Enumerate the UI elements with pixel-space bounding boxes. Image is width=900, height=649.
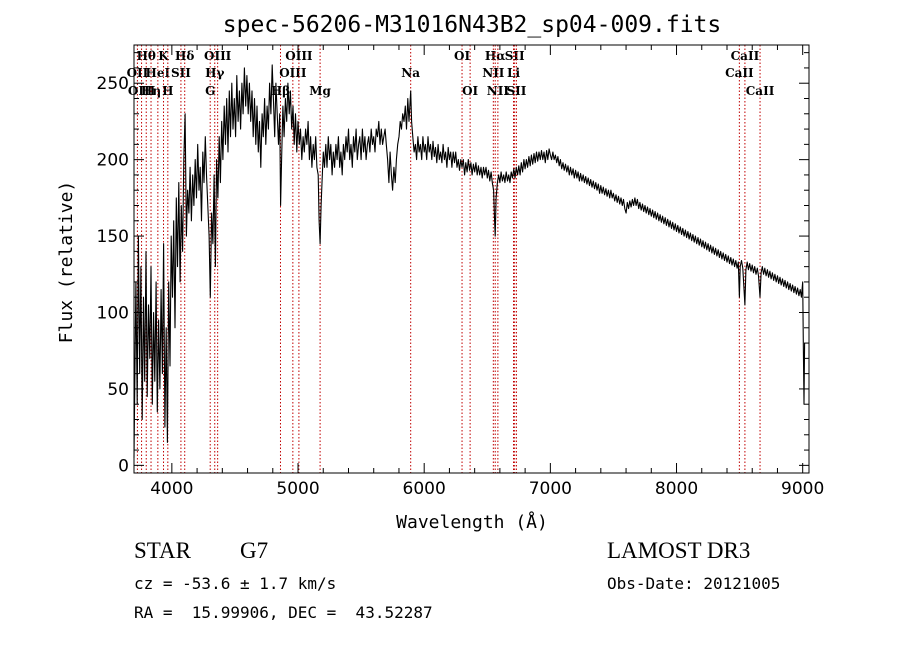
object-subclass: G7 [240, 538, 269, 563]
y-tick-label-5: 250 [97, 74, 129, 94]
marker-label-25: CaII [731, 49, 760, 63]
y-tick-label-3: 150 [97, 227, 129, 247]
marker-label-18: OI [462, 84, 478, 98]
marker-label-15: Mg [309, 84, 331, 98]
marker-label-26: CaII [725, 66, 754, 80]
marker-label-16: Na [401, 66, 420, 80]
object-class: STAR [134, 538, 191, 563]
marker-label-17: OI [454, 49, 470, 63]
x-tick-label-0: 4000 [150, 479, 193, 499]
marker-label-11: G [205, 84, 215, 98]
marker-label-2: OIII [128, 84, 156, 98]
marker-label-1: OII [127, 66, 149, 80]
marker-label-21: NII [487, 84, 510, 98]
marker-label-4: HeI [146, 66, 171, 80]
marker-label-22: SII [505, 49, 525, 63]
coordinates: RA = 15.99906, DEC = 43.52287 [134, 603, 433, 622]
obs-date: Obs-Date: 20121005 [607, 574, 781, 593]
marker-label-14: OIII [285, 49, 313, 63]
plot-frame [133, 44, 810, 474]
marker-label-5: K [158, 49, 169, 63]
chart-title: spec-56206-M31016N43B2_sp04-009.fits [223, 12, 722, 38]
x-axis-label: Wavelength (Å) [396, 511, 548, 533]
y-tick-label-2: 100 [97, 304, 129, 324]
marker-label-7: SII [171, 66, 191, 80]
series-layer [133, 64, 806, 458]
marker-label-8: Hδ [175, 49, 194, 63]
marker-label-10: Hγ [205, 66, 224, 80]
series-line-flux [133, 64, 806, 458]
axis-ticks: 4000 5000 6000 7000 8000 9000 0 50 100 150 200 250 [97, 45, 824, 499]
marker-label-24: SII [506, 84, 526, 98]
x-tick-label-1: 5000 [276, 479, 319, 499]
marker-label-3: Hη [141, 84, 161, 98]
y-tick-label-4: 200 [97, 151, 129, 171]
marker-label-6: H [162, 84, 173, 98]
marker-label-0: Hθ [137, 49, 156, 63]
x-tick-label-4: 8000 [655, 479, 698, 499]
y-tick-label-0: 0 [118, 456, 129, 476]
x-tick-label-5: 9000 [781, 479, 824, 499]
marker-label-20: NII [482, 66, 505, 80]
survey-name: LAMOST DR3 [607, 538, 751, 563]
marker-label-27: CaII [746, 84, 775, 98]
marker-label-19: Hα [485, 49, 506, 63]
marker-label-23: Li [507, 66, 520, 80]
y-tick-label-1: 50 [107, 380, 129, 400]
x-tick-label-2: 6000 [403, 479, 446, 499]
redshift-text: cz = -53.6 ± 1.7 km/s [134, 574, 337, 593]
y-axis-label: Flux (relative) [56, 181, 77, 344]
marker-label-13: OIII [279, 66, 307, 80]
marker-label-9: OIII [204, 49, 232, 63]
x-tick-label-3: 7000 [529, 479, 572, 499]
